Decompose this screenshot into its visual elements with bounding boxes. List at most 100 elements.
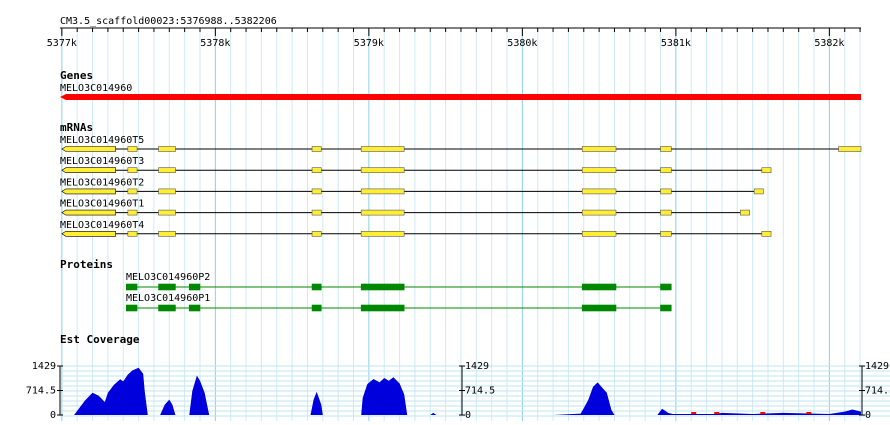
- protein-feature[interactable]: [126, 304, 672, 312]
- mrna-feature[interactable]: [61, 231, 772, 237]
- protein-feature-label: MELO3C014960P2: [126, 272, 210, 283]
- coverage-axis-label: 714.5: [26, 386, 56, 397]
- proteins-track-title: Proteins: [60, 258, 113, 271]
- ruler-ticks: 5377k 5378k 5379k 5380k 5381k 5382k: [47, 28, 861, 49]
- coverage-axis-label: 0: [50, 410, 56, 421]
- coverage-labels: Est Coverage 1429 714.5 0 1429 714.5 0 1429 714…: [26, 333, 890, 421]
- coverage-low-mark: [760, 412, 766, 414]
- exon-block: [61, 146, 116, 152]
- ruler-tick-label: 5379k: [354, 38, 384, 49]
- coverage-axis-label: 1429: [465, 361, 489, 372]
- mrna-feature[interactable]: [61, 167, 772, 173]
- mrna-feature-label: MELO3C014960T4: [60, 220, 144, 231]
- exon-block: [311, 188, 322, 195]
- exon-block: [311, 231, 322, 237]
- exon-block: [311, 304, 322, 312]
- coverage-axis-label: 714.5: [465, 386, 495, 397]
- exon-block: [311, 146, 322, 152]
- exon-block: [360, 283, 405, 291]
- exon-block: [158, 146, 176, 152]
- mrna-feature-label: MELO3C014960T5: [60, 135, 144, 146]
- exon-block: [660, 146, 672, 152]
- exon-block: [61, 209, 116, 216]
- mrna-feature-label: MELO3C014960T2: [60, 177, 144, 188]
- genes-track-title: Genes: [60, 69, 93, 82]
- coverage-area-fill: [61, 367, 862, 415]
- exon-block: [126, 304, 138, 312]
- exon-block: [581, 231, 617, 237]
- region-label: CM3.5_scaffold00023:5376988..5382206: [60, 16, 277, 27]
- exon-block: [127, 167, 138, 173]
- ruler-tick-label: 5377k: [47, 38, 77, 49]
- exon-block: [61, 167, 116, 173]
- exon-block: [660, 283, 672, 291]
- exon-block: [360, 209, 405, 216]
- exon-block: [660, 209, 672, 216]
- coverage-axis-label: 714.5: [865, 386, 890, 397]
- exon-block: [311, 209, 322, 216]
- coverage-axis-label: 1429: [32, 361, 56, 372]
- exon-block: [158, 304, 176, 312]
- exon-block: [660, 231, 672, 237]
- gene-label: MELO3C014960: [60, 83, 132, 94]
- protein-feature[interactable]: [126, 283, 672, 291]
- exon-block: [660, 188, 672, 195]
- exon-block: [126, 283, 138, 291]
- genes-track[interactable]: Genes MELO3C014960: [60, 69, 861, 100]
- ruler-tick-label: 5381k: [661, 38, 691, 49]
- exon-block: [581, 146, 617, 152]
- mrna-feature[interactable]: [61, 209, 750, 216]
- coverage-axis-label: 0: [865, 410, 871, 421]
- exon-block: [158, 231, 176, 237]
- exon-block: [127, 188, 138, 195]
- exon-block: [158, 209, 176, 216]
- ruler-tick-label: 5380k: [507, 38, 537, 49]
- mrna-feature-label: MELO3C014960T3: [60, 156, 144, 167]
- exon-block: [581, 188, 617, 195]
- mrnas-track[interactable]: mRNAs MELO3C014960T5 MELO3C014960T3 MELO3C…: [60, 121, 862, 237]
- exon-block: [660, 304, 672, 312]
- mrnas-track-title: mRNAs: [60, 121, 93, 134]
- coverage-low-mark: [691, 412, 697, 414]
- exon-block: [127, 146, 138, 152]
- exon-block: [127, 209, 138, 216]
- exon-block: [581, 304, 617, 312]
- exon-block: [761, 167, 772, 173]
- ruler-tick-label: 5382k: [814, 38, 844, 49]
- coverage-low-mark: [806, 412, 812, 414]
- exon-block: [158, 188, 176, 195]
- ruler-tick-label: 5378k: [200, 38, 230, 49]
- exon-block: [360, 231, 405, 237]
- exon-block: [761, 231, 772, 237]
- exon-block: [660, 167, 672, 173]
- mrna-feature[interactable]: [61, 146, 862, 152]
- coverage-low-mark: [714, 412, 720, 414]
- exon-block: [581, 209, 617, 216]
- exon-block: [61, 231, 116, 237]
- exon-block: [360, 188, 405, 195]
- gene-feature[interactable]: [60, 94, 861, 100]
- proteins-track[interactable]: Proteins MELO3C014960P2 MELO3C014960P1: [60, 258, 672, 312]
- coverage-track[interactable]: [61, 367, 862, 415]
- protein-feature-label: MELO3C014960P1: [126, 293, 210, 304]
- mrna-feature-label: MELO3C014960T1: [60, 199, 144, 210]
- exon-block: [188, 283, 201, 291]
- coverage-track-title: Est Coverage: [60, 333, 140, 346]
- exon-block: [581, 167, 617, 173]
- exon-block: [753, 188, 764, 195]
- exon-block: [61, 188, 116, 195]
- exon-block: [838, 146, 862, 152]
- coverage-axis-label: 1429: [865, 361, 889, 372]
- exon-block: [360, 146, 405, 152]
- exon-block: [360, 304, 405, 312]
- mrna-feature[interactable]: [61, 188, 764, 195]
- exon-block: [311, 167, 322, 173]
- exon-block: [158, 167, 176, 173]
- exon-block: [740, 209, 750, 216]
- coverage-axis-label: 0: [465, 410, 471, 421]
- exon-block: [158, 283, 176, 291]
- exon-block: [581, 283, 617, 291]
- exon-block: [127, 231, 138, 237]
- ruler[interactable]: CM3.5_scaffold00023:5376988..5382206 537…: [47, 16, 861, 49]
